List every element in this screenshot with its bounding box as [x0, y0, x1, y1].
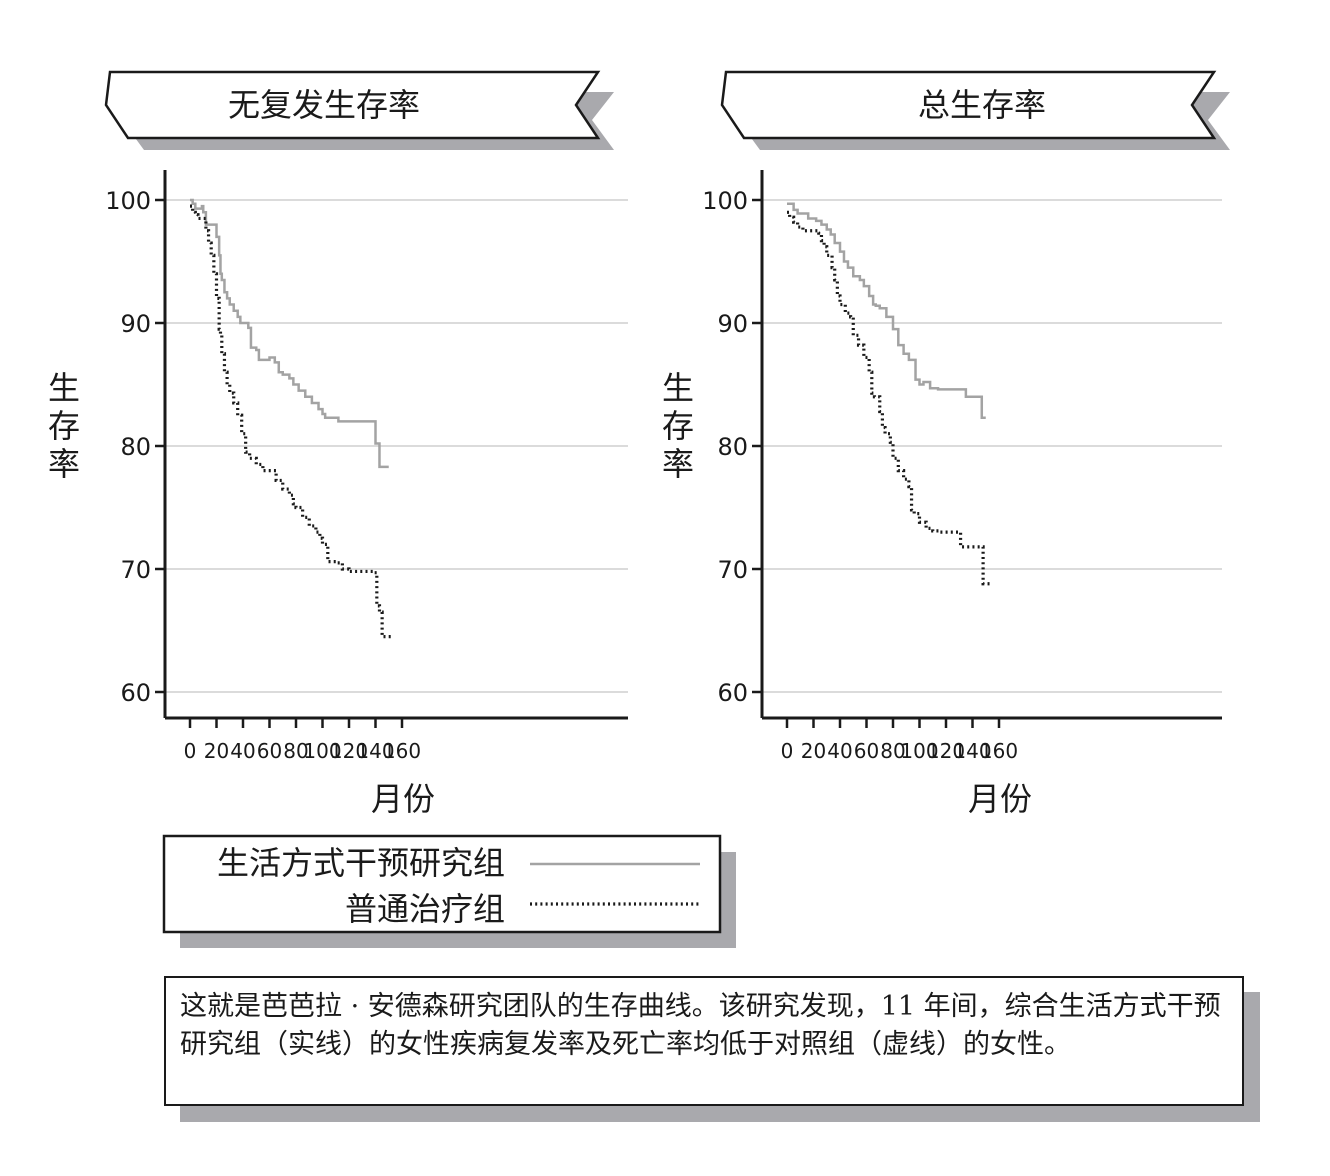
right-chart-title: 总生存率 — [918, 86, 1046, 124]
right-xtick-label-140: 140 — [953, 739, 991, 763]
right-xtick-label-0: 0 — [781, 739, 794, 763]
right-title-banner: 总生存率 — [720, 70, 1230, 150]
left-ytick-label-60: 60 — [120, 679, 151, 707]
right-xtick-label-160: 160 — [980, 739, 1018, 763]
right-ytick-label-80: 80 — [717, 433, 748, 461]
left-title-banner: 无复发生存率 — [104, 70, 614, 150]
right-ytick-label-100: 100 — [702, 187, 748, 215]
right-series-control-dotted — [787, 210, 990, 586]
left-ytick-label-100: 100 — [105, 187, 151, 215]
right-xtick-label-20: 20 — [801, 739, 826, 763]
right-series-intervention-solid — [787, 202, 986, 419]
left-series — [190, 198, 393, 639]
right-ylabel: 生存率 — [662, 369, 694, 483]
left-axes — [155, 170, 628, 728]
left-xtick-label-120: 120 — [330, 739, 368, 763]
right-ytick-label-70: 70 — [717, 556, 748, 584]
right-axes — [752, 170, 1222, 728]
left-ytick-label-70: 70 — [120, 556, 151, 584]
left-ylabel: 生存率 — [48, 369, 80, 483]
right-gridlines — [762, 199, 1222, 693]
right-ytick-label-60: 60 — [717, 679, 748, 707]
left-series-control-dotted — [190, 204, 393, 639]
left-ytick-label-90: 90 — [120, 310, 151, 338]
left-xtick-label-0: 0 — [184, 739, 197, 763]
right-ytick-label-90: 90 — [717, 310, 748, 338]
left-series-intervention-solid — [190, 198, 389, 469]
right-xtick-label-120: 120 — [927, 739, 965, 763]
right-xtick-label-80: 80 — [880, 739, 905, 763]
left-gridlines — [165, 199, 628, 693]
legend: 生活方式干预研究组 普通治疗组 — [162, 834, 736, 948]
right-xtick-label-100: 100 — [900, 739, 938, 763]
left-xtick-label-80: 80 — [283, 739, 308, 763]
right-series — [787, 202, 990, 586]
left-chart-title: 无复发生存率 — [228, 86, 420, 124]
legend-label-intervention: 生活方式干预研究组 — [217, 844, 505, 882]
left-ytick-label-80: 80 — [120, 433, 151, 461]
left-xtick-label-20: 20 — [204, 739, 229, 763]
left-xtick-label-140: 140 — [356, 739, 394, 763]
left-xtick-label-60: 60 — [257, 739, 282, 763]
left-xtick-label-100: 100 — [303, 739, 341, 763]
right-xtick-label-40: 40 — [827, 739, 852, 763]
left-xtick-label-160: 160 — [383, 739, 421, 763]
legend-label-control: 普通治疗组 — [345, 890, 505, 928]
right-xtick-label-60: 60 — [854, 739, 879, 763]
left-xlabel: 月份 — [371, 780, 435, 818]
right-xlabel: 月份 — [968, 780, 1032, 818]
left-xtick-label-40: 40 — [230, 739, 255, 763]
figure-caption: 这就是芭芭拉 · 安德森研究团队的生存曲线。该研究发现，11 年间，综合生活方式… — [164, 976, 1244, 1106]
